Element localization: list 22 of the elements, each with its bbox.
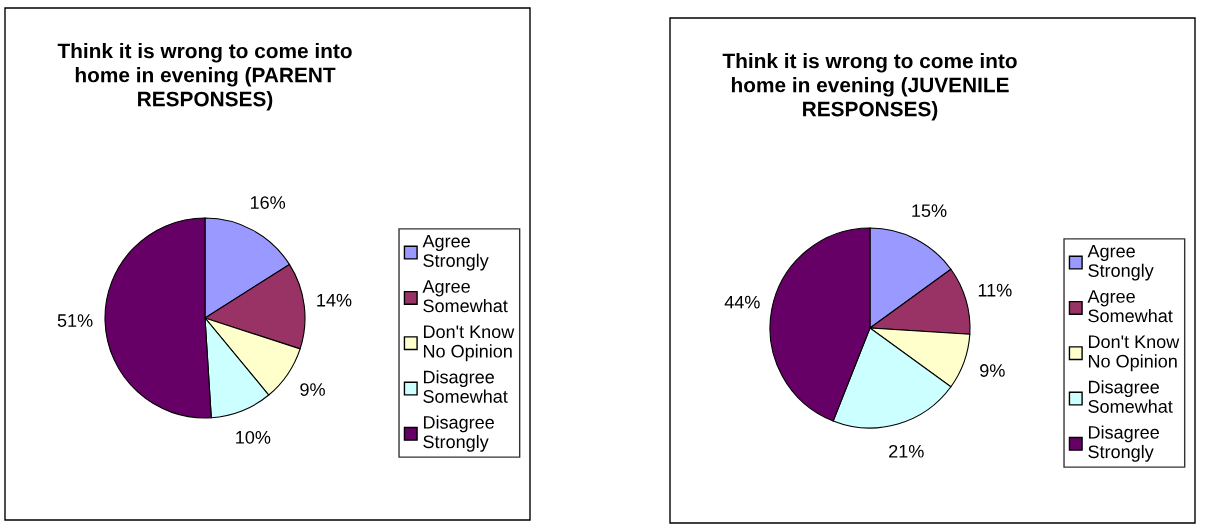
legend-label: Disagree Strongly [1088,425,1159,462]
data-label: 10% [236,430,271,444]
chart-title: Think it is wrong to come into home in evening (JUVENILE RESPONSES) [722,53,1017,121]
legend-label: Don't Know No Opinion [423,325,515,362]
legend-label: Disagree Strongly [423,415,494,452]
chart-title: Think it is wrong to come into home in evening (PARENT RESPONSES) [57,43,352,111]
legend-label: Disagree Somewhat [423,370,508,403]
data-label: 9% [300,383,325,396]
data-label: 11% [978,283,1012,297]
legend-label: Disagree Somewhat [1088,380,1173,413]
data-label: 21% [889,444,924,458]
legend-label: Agree Strongly [422,234,489,271]
data-label: 14% [317,293,352,307]
data-label: 15% [912,204,947,218]
legend-label: Agree Somewhat [1087,290,1173,323]
data-label: 44% [724,295,760,309]
legend-label: Agree Strongly [1087,244,1154,281]
data-label: 9% [980,364,1005,377]
legend-label: Don't Know No Opinion [1088,335,1180,372]
legend-label: Agree Somewhat [422,280,508,313]
data-label: 51% [57,314,93,327]
data-label: 16% [250,196,286,209]
